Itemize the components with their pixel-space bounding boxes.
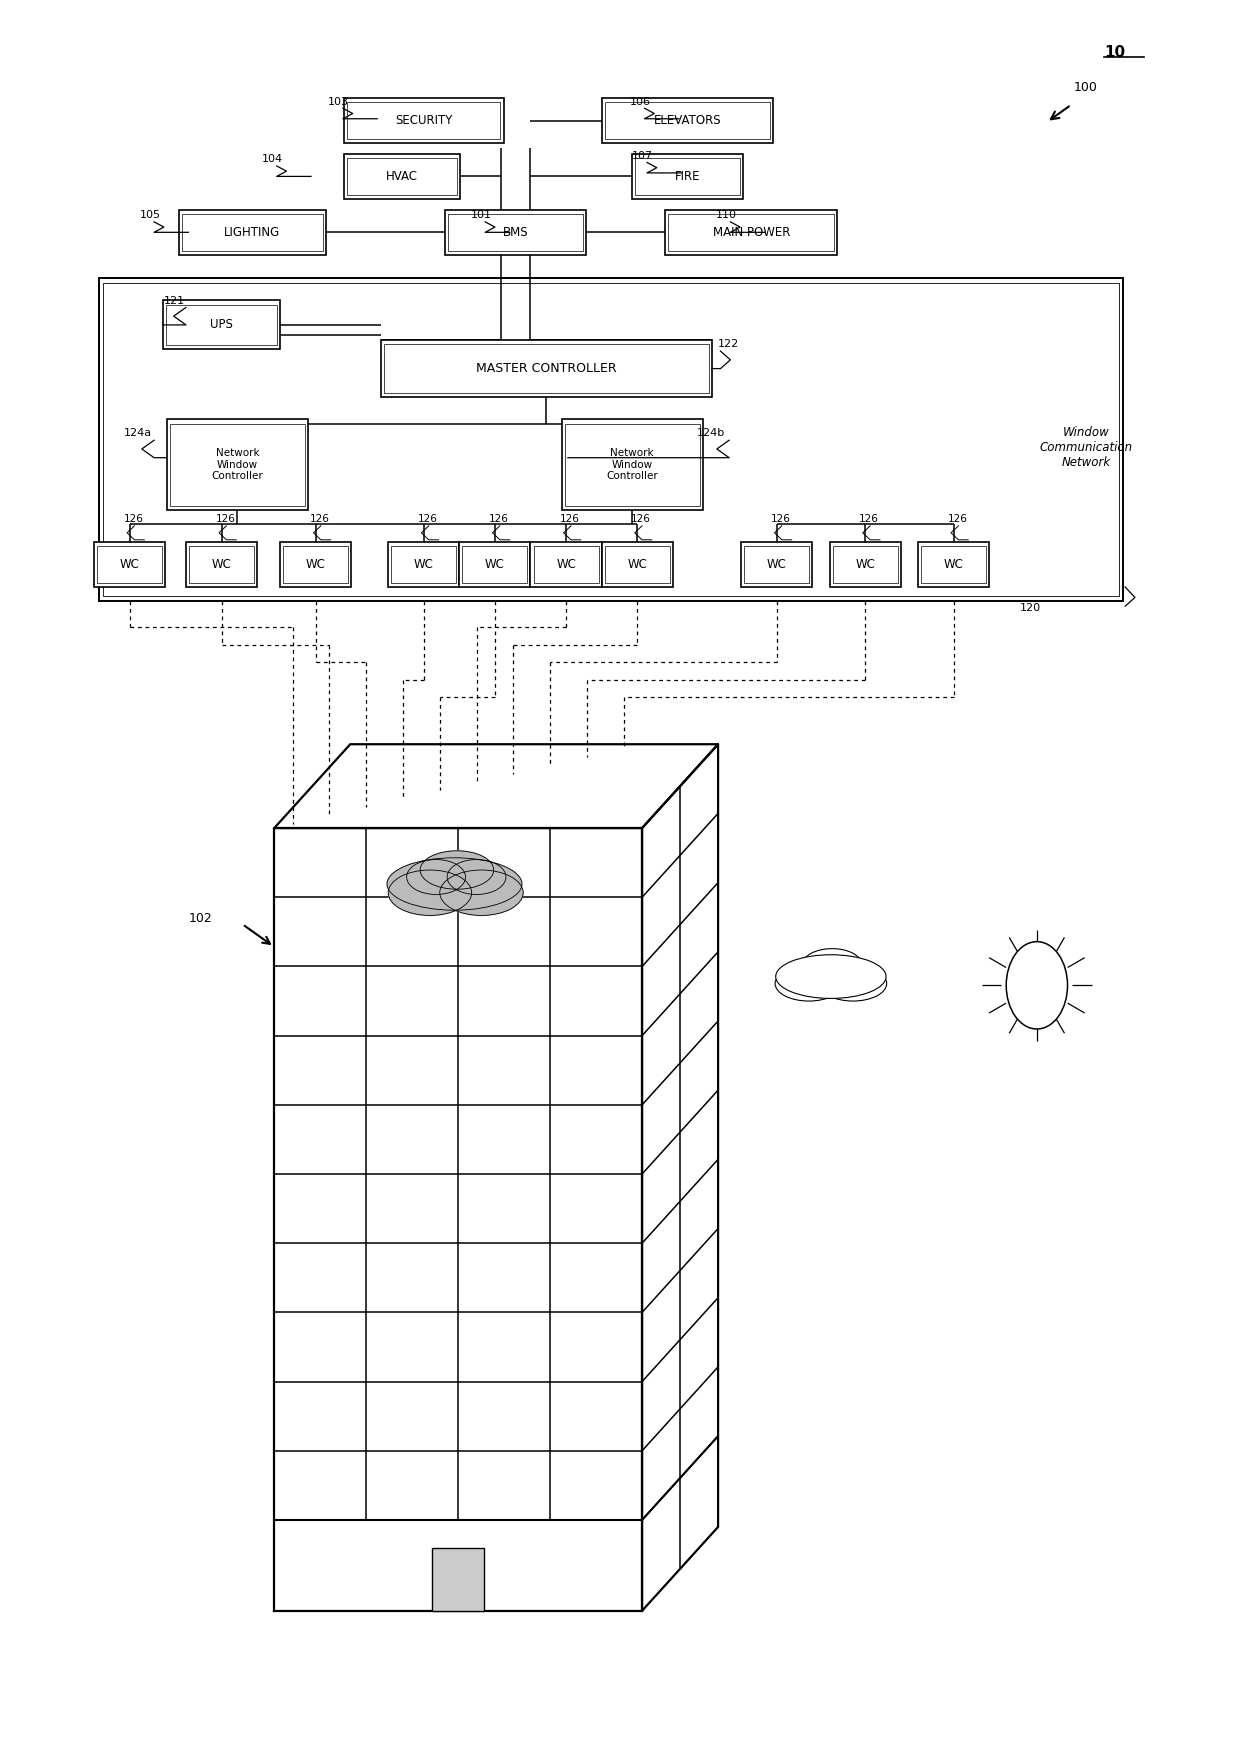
Text: 120: 120: [1019, 604, 1040, 613]
Text: WC: WC: [944, 558, 963, 571]
Ellipse shape: [823, 958, 873, 986]
FancyBboxPatch shape: [601, 542, 673, 586]
Text: 107: 107: [632, 151, 653, 160]
Text: WC: WC: [768, 558, 787, 571]
Text: 124a: 124a: [124, 428, 151, 438]
Text: WC: WC: [414, 558, 434, 571]
Text: WC: WC: [856, 558, 875, 571]
FancyBboxPatch shape: [531, 542, 601, 586]
Ellipse shape: [407, 859, 465, 895]
Ellipse shape: [387, 858, 522, 910]
Text: MAIN POWER: MAIN POWER: [713, 225, 790, 239]
Text: ELEVATORS: ELEVATORS: [653, 114, 722, 127]
FancyBboxPatch shape: [632, 153, 743, 199]
Text: HVAC: HVAC: [386, 169, 418, 183]
Text: 10: 10: [1105, 46, 1126, 60]
Text: 126: 126: [124, 514, 144, 525]
Ellipse shape: [440, 870, 523, 916]
FancyBboxPatch shape: [601, 99, 774, 143]
Ellipse shape: [388, 870, 471, 916]
Text: WC: WC: [556, 558, 577, 571]
Text: WC: WC: [306, 558, 326, 571]
Text: WC: WC: [119, 558, 139, 571]
Circle shape: [1006, 942, 1068, 1028]
FancyBboxPatch shape: [830, 542, 900, 586]
Text: Network
Window
Controller: Network Window Controller: [606, 447, 658, 481]
Text: 126: 126: [631, 514, 651, 525]
Ellipse shape: [775, 967, 842, 1000]
Text: 106: 106: [630, 97, 651, 106]
Text: 110: 110: [715, 210, 737, 220]
FancyBboxPatch shape: [918, 542, 990, 586]
Text: 126: 126: [859, 514, 879, 525]
Text: 121: 121: [164, 296, 185, 306]
Text: 122: 122: [718, 340, 739, 349]
Text: 126: 126: [560, 514, 580, 525]
FancyBboxPatch shape: [666, 210, 837, 255]
Text: 126: 126: [216, 514, 236, 525]
Text: WC: WC: [627, 558, 647, 571]
FancyBboxPatch shape: [164, 301, 280, 349]
FancyBboxPatch shape: [179, 210, 326, 255]
FancyBboxPatch shape: [280, 542, 351, 586]
Text: 124b: 124b: [697, 428, 725, 438]
Text: BMS: BMS: [503, 225, 528, 239]
Ellipse shape: [802, 949, 862, 981]
Ellipse shape: [791, 958, 841, 986]
Text: Window
Communication
Network: Window Communication Network: [1039, 426, 1132, 468]
Text: 126: 126: [489, 514, 508, 525]
FancyBboxPatch shape: [343, 153, 460, 199]
FancyBboxPatch shape: [459, 542, 531, 586]
Text: 102: 102: [188, 912, 212, 926]
FancyBboxPatch shape: [186, 542, 257, 586]
FancyBboxPatch shape: [167, 419, 308, 511]
Text: 100: 100: [1074, 81, 1097, 95]
Text: WC: WC: [212, 558, 232, 571]
Text: FIRE: FIRE: [675, 169, 701, 183]
FancyBboxPatch shape: [445, 210, 587, 255]
FancyBboxPatch shape: [381, 340, 712, 398]
Text: WC: WC: [485, 558, 505, 571]
FancyBboxPatch shape: [94, 542, 165, 586]
Text: 126: 126: [418, 514, 438, 525]
Text: 104: 104: [262, 155, 283, 164]
FancyBboxPatch shape: [562, 419, 703, 511]
Ellipse shape: [776, 954, 887, 998]
Text: 126: 126: [310, 514, 330, 525]
Text: SECURITY: SECURITY: [396, 114, 453, 127]
FancyBboxPatch shape: [742, 542, 812, 586]
Text: Network
Window
Controller: Network Window Controller: [212, 447, 263, 481]
Ellipse shape: [420, 851, 494, 889]
FancyBboxPatch shape: [99, 278, 1122, 601]
Text: 103: 103: [329, 97, 350, 106]
Text: LIGHTING: LIGHTING: [224, 225, 280, 239]
Text: 126: 126: [947, 514, 967, 525]
FancyBboxPatch shape: [433, 1548, 484, 1611]
Text: 126: 126: [771, 514, 791, 525]
Text: 101: 101: [470, 210, 491, 220]
FancyBboxPatch shape: [388, 542, 459, 586]
Ellipse shape: [448, 859, 506, 895]
FancyBboxPatch shape: [345, 99, 503, 143]
Text: 105: 105: [139, 210, 160, 220]
Ellipse shape: [820, 967, 887, 1000]
Text: UPS: UPS: [210, 319, 233, 331]
Text: MASTER CONTROLLER: MASTER CONTROLLER: [476, 363, 616, 375]
